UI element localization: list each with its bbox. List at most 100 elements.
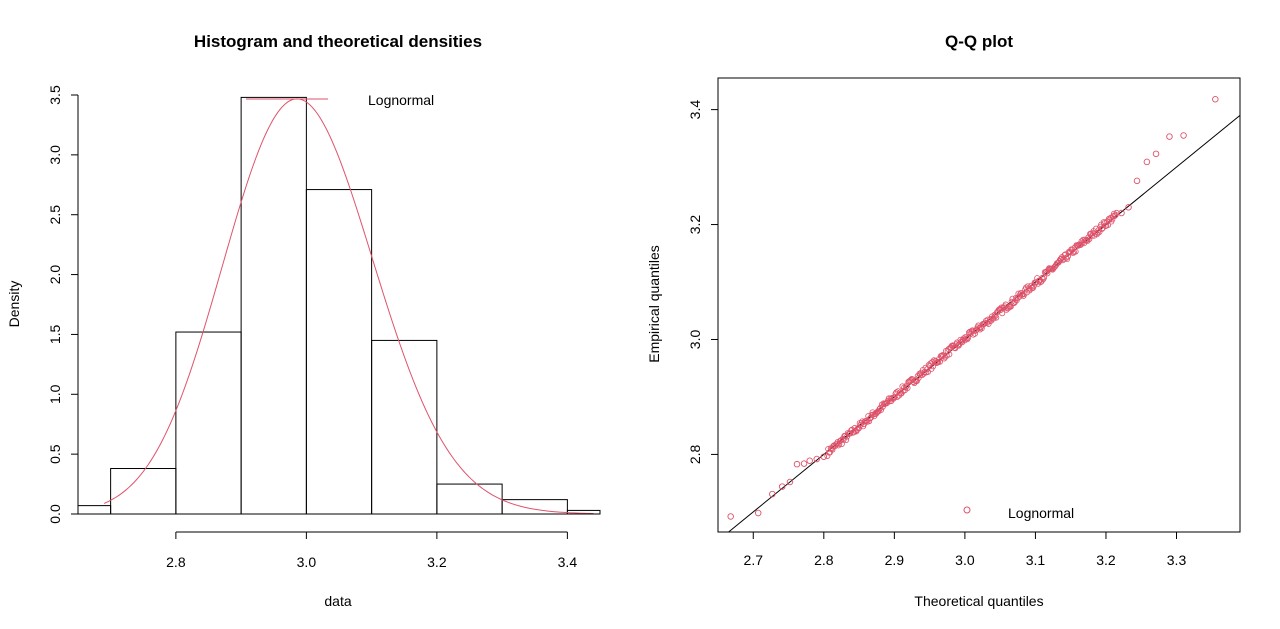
qq-point — [1041, 274, 1048, 281]
histogram-legend: Lognormal — [246, 92, 434, 108]
qq-point — [1072, 248, 1079, 255]
qq-plot-title: Q-Q plot — [945, 32, 1013, 51]
qq-point — [806, 457, 813, 464]
qq-point — [977, 326, 984, 333]
qq-legend-label: Lognormal — [1008, 505, 1074, 521]
histogram-x-tick-label: 3.0 — [297, 554, 317, 570]
qq-point — [778, 483, 786, 490]
histogram-y-tick-label: 1.5 — [47, 324, 63, 344]
qq-point — [976, 325, 983, 332]
qq-point — [1133, 177, 1141, 185]
histogram-y-tick-label: 2.0 — [47, 265, 63, 285]
qq-point — [813, 455, 821, 463]
histogram-y-tick-label: 0.0 — [47, 504, 63, 524]
qq-x-axis-label: Theoretical quantiles — [914, 593, 1043, 609]
histogram-x-tick-label: 3.2 — [427, 554, 447, 570]
qq-x-tick-label: 3.2 — [1096, 552, 1116, 568]
histogram-bar — [240, 96, 307, 515]
qq-point — [942, 354, 949, 361]
qq-point — [964, 336, 971, 343]
qq-point — [934, 359, 941, 366]
qq-point — [894, 393, 901, 400]
qq-point — [840, 436, 847, 443]
qq-x-tick-label: 3.1 — [1026, 552, 1046, 568]
histogram-bar — [110, 468, 177, 515]
histogram-y-tick-label: 2.5 — [47, 205, 63, 225]
qq-y-axis-label: Empirical quantiles — [646, 245, 662, 363]
qq-point — [1111, 212, 1118, 219]
histogram-bar — [175, 331, 242, 515]
qq-point — [786, 478, 794, 486]
qq-plot-panel: Q-Q plot Theoretical quantiles Empirical… — [646, 32, 1241, 609]
qq-point — [793, 460, 801, 468]
qq-point — [1063, 254, 1070, 261]
qq-point — [1166, 133, 1173, 140]
qq-point — [1113, 209, 1120, 216]
qq-x-tick-label: 3.0 — [955, 552, 975, 568]
qq-point — [800, 460, 808, 467]
histogram-x-axis: 2.8 3.0 3.2 3.4 — [78, 513, 600, 570]
histogram-y-tick-label: 0.5 — [47, 444, 63, 464]
histogram-x-tick-label: 3.4 — [558, 554, 578, 570]
qq-x-tick-label: 2.9 — [885, 552, 905, 568]
qq-point — [1118, 209, 1125, 217]
qq-point — [727, 513, 734, 520]
qq-y-tick-label: 3.4 — [687, 100, 703, 120]
qq-points — [727, 96, 1219, 520]
qq-point — [1064, 253, 1071, 260]
histogram-bar — [77, 505, 112, 515]
qq-point — [1180, 132, 1187, 139]
histogram-y-tick-label: 3.5 — [47, 85, 63, 105]
histogram-bar — [371, 339, 438, 515]
histogram-legend-label: Lognormal — [368, 92, 434, 108]
histogram-bar — [305, 189, 373, 515]
histogram-bar — [436, 483, 503, 515]
qq-point — [993, 314, 1000, 321]
qq-point — [910, 378, 917, 385]
qq-point — [1105, 222, 1112, 229]
qq-point — [998, 304, 1005, 311]
qq-point — [1125, 204, 1132, 211]
qq-plot-frame — [717, 77, 1241, 533]
qq-point — [847, 430, 854, 437]
qq-point — [925, 368, 932, 375]
qq-point — [820, 453, 828, 460]
qq-y-tick-label: 2.8 — [687, 444, 703, 464]
qq-point — [930, 363, 937, 370]
qq-legend-point-swatch — [963, 506, 971, 514]
qq-y-tick-label: 3.0 — [687, 330, 703, 350]
qq-point — [1143, 158, 1151, 166]
histogram-x-tick-label: 2.8 — [166, 554, 186, 570]
qq-point — [843, 436, 850, 443]
qq-point — [940, 352, 947, 359]
qq-point — [999, 310, 1006, 317]
qq-point — [1044, 270, 1051, 277]
qq-point — [836, 440, 843, 447]
qq-point — [1212, 96, 1219, 103]
qq-x-tick-label: 2.7 — [744, 552, 764, 568]
qq-point — [754, 509, 762, 517]
qq-x-tick-label: 2.8 — [814, 552, 834, 568]
qq-point — [866, 418, 873, 425]
qq-x-tick-label: 3.3 — [1167, 552, 1187, 568]
histogram-y-tick-label: 3.0 — [47, 145, 63, 165]
histogram-panel: Histogram and theoretical densities data… — [6, 32, 601, 609]
qq-point — [1152, 150, 1160, 158]
qq-legend: Lognormal — [963, 505, 1074, 521]
qq-y-axis: 2.8 3.0 3.2 3.4 — [687, 100, 718, 464]
histogram-y-axis: 0.0 0.5 1.0 1.5 2.0 2.5 3.0 3.5 — [47, 85, 79, 524]
lognormal-density-curve — [103, 98, 594, 515]
histogram-title: Histogram and theoretical densities — [194, 32, 482, 51]
histogram-x-axis-label: data — [324, 593, 351, 609]
qq-point — [946, 351, 953, 358]
qq-x-axis: 2.7 2.8 2.9 3.0 3.1 3.2 3.3 — [744, 532, 1187, 568]
qq-point — [1084, 237, 1091, 244]
qq-point — [936, 358, 943, 365]
qq-y-tick-label: 3.2 — [687, 215, 703, 235]
histogram-y-tick-label: 1.0 — [47, 384, 63, 404]
qq-point — [978, 325, 985, 332]
qq-point — [1064, 256, 1071, 263]
qq-point — [904, 384, 911, 391]
histogram-y-axis-label: Density — [6, 281, 22, 328]
